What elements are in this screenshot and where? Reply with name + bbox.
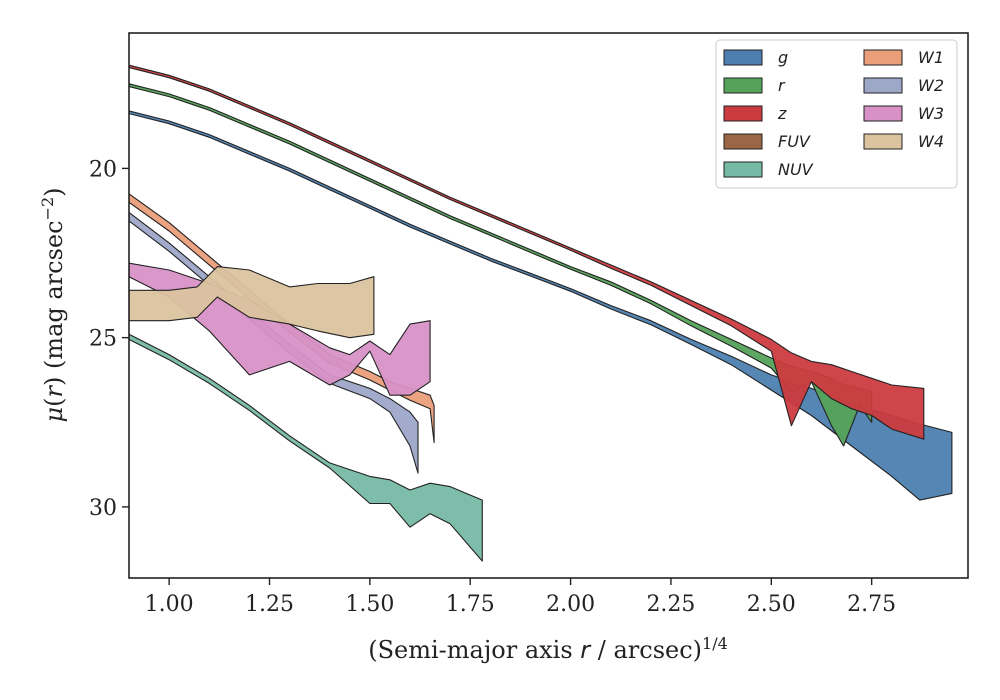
legend-label-w3: W3 <box>918 104 944 123</box>
band-nuv <box>129 333 483 562</box>
legend-label-r: r <box>778 76 786 95</box>
x-tick-label: 1.00 <box>145 592 194 617</box>
x-axis-label: (Semi-major axis r / arcsec)1/4 <box>368 634 728 665</box>
x-tick-label: 2.75 <box>847 592 896 617</box>
legend-swatch-r <box>723 77 763 94</box>
legend-swatch-g <box>723 49 763 66</box>
legend-swatch-z <box>723 105 763 122</box>
band-w4 <box>129 266 375 339</box>
legend-swatch-w4 <box>863 133 903 150</box>
legend-label-w1: W1 <box>918 48 944 67</box>
band-g <box>129 110 953 501</box>
profile-bands <box>129 64 953 562</box>
legend: grz FUV NUV W1 W2 W3 W4 <box>715 39 958 189</box>
legend-swatch-w2 <box>863 77 903 94</box>
legend-label-nuv: NUV <box>778 160 814 179</box>
plot-frame <box>128 32 969 579</box>
band-r <box>129 83 873 447</box>
y-tick-label: 25 <box>89 327 117 352</box>
legend-label-fuv: FUV <box>778 132 811 151</box>
legend-label-z: z <box>777 104 787 123</box>
x-tick-label: 2.50 <box>747 592 796 617</box>
legend-swatch-fuv <box>723 133 763 150</box>
y-tick-label: 30 <box>89 496 117 521</box>
y-tick-label: 20 <box>89 157 117 182</box>
x-axis-ticks: 1.00 1.25 1.50 1.75 2.00 2.25 2.50 2.75 <box>145 578 896 617</box>
legend-label-g: g <box>778 48 788 67</box>
x-tick-label: 2.00 <box>546 592 595 617</box>
y-axis-label: μ(r) (mag arcsec−2) <box>38 187 69 422</box>
y-axis-ticks: 20 25 30 <box>89 157 129 521</box>
legend-label-w2: W2 <box>918 76 944 95</box>
x-tick-label: 1.50 <box>345 592 394 617</box>
legend-swatch-w1 <box>863 49 903 66</box>
x-tick-label: 1.75 <box>446 592 495 617</box>
legend-swatch-w3 <box>863 105 903 122</box>
legend-frame <box>715 39 958 189</box>
band-z <box>129 64 925 440</box>
legend-label-w4: W4 <box>918 132 944 151</box>
legend-swatch-nuv <box>723 161 763 178</box>
x-tick-label: 1.25 <box>245 592 294 617</box>
x-tick-label: 2.25 <box>646 592 695 617</box>
